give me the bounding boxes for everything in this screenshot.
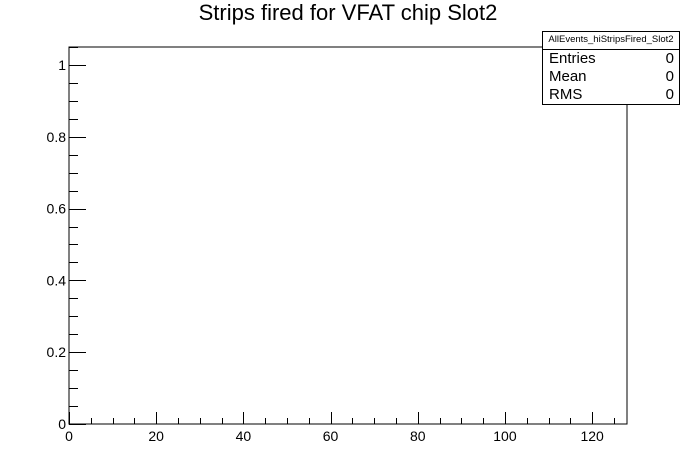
stats-label: Entries <box>549 50 596 67</box>
x-tick-label: 100 <box>493 428 517 444</box>
y-tick-label: 0.6 <box>47 201 67 217</box>
y-tick-label: 0.8 <box>47 129 67 145</box>
stats-value: 0 <box>665 86 674 103</box>
x-tick-label: 40 <box>236 428 252 444</box>
chart-title: Strips fired for VFAT chip Slot2 <box>198 0 498 25</box>
stats-value: 0 <box>665 68 674 85</box>
stats-box: AllEvents_hiStripsFired_Slot2 Entries 0 … <box>542 31 680 105</box>
x-tick-label: 60 <box>323 428 339 444</box>
y-tick-label: 0.4 <box>47 272 67 288</box>
y-tick-label: 1 <box>58 57 66 73</box>
stats-value: 0 <box>665 50 674 67</box>
stats-row-entries: Entries 0 <box>543 50 679 68</box>
stats-row-mean: Mean 0 <box>543 68 679 86</box>
y-tick-label: 0.2 <box>47 344 67 360</box>
x-tick-label: 120 <box>580 428 604 444</box>
y-tick-label: 0 <box>58 416 66 432</box>
x-tick-label: 20 <box>148 428 164 444</box>
stats-label: Mean <box>549 68 587 85</box>
stats-row-rms: RMS 0 <box>543 86 679 104</box>
x-tick-label: 80 <box>410 428 426 444</box>
plot-frame <box>68 46 628 425</box>
x-tick-label: 0 <box>65 428 73 444</box>
stats-box-name: AllEvents_hiStripsFired_Slot2 <box>543 32 679 50</box>
stats-label: RMS <box>549 86 583 103</box>
